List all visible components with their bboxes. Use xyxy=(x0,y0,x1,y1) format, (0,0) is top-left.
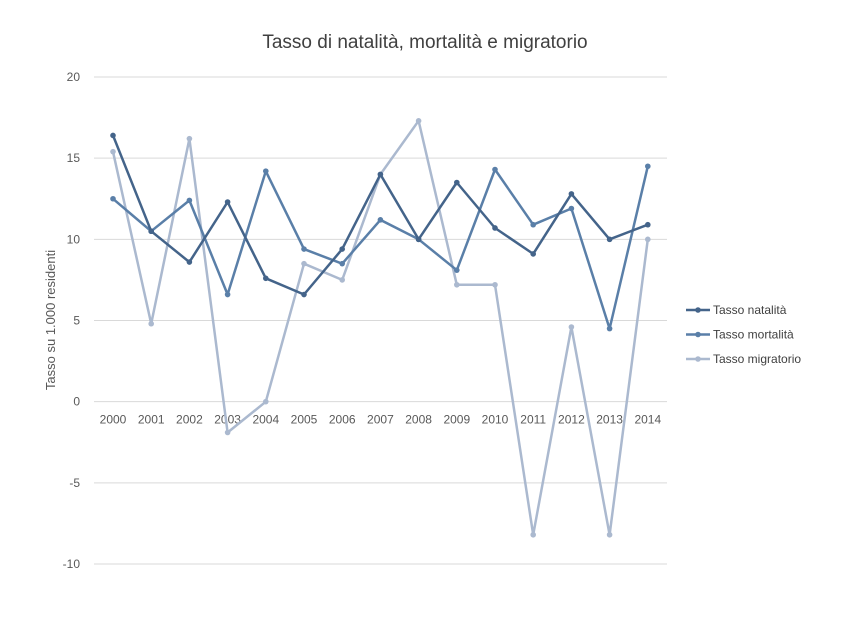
data-point xyxy=(186,135,193,142)
legend-item: Tasso mortalità xyxy=(686,328,794,342)
x-tick-label: 2012 xyxy=(558,413,585,427)
data-point xyxy=(645,236,651,243)
data-point xyxy=(492,281,498,288)
legend-marker xyxy=(695,356,701,362)
legend-marker xyxy=(695,331,701,338)
chart-title: Tasso di natalità, mortalità e migratori… xyxy=(262,32,587,53)
series xyxy=(110,132,651,298)
data-point xyxy=(110,195,116,202)
series xyxy=(110,163,651,332)
x-tick-label: 2000 xyxy=(100,413,127,427)
data-point xyxy=(606,531,613,538)
legend-marker xyxy=(695,307,701,313)
y-tick-label: -10 xyxy=(63,557,81,571)
legend-label: Tasso natalità xyxy=(713,303,787,317)
data-point xyxy=(568,205,575,212)
data-point xyxy=(148,320,154,327)
data-point xyxy=(301,291,307,298)
data-point xyxy=(186,259,193,265)
x-tick-label: 2002 xyxy=(176,413,203,427)
y-tick-label: 10 xyxy=(67,232,81,246)
x-tick-label: 2004 xyxy=(252,413,279,427)
data-point xyxy=(530,531,536,538)
series xyxy=(110,118,651,538)
y-tick-label: 0 xyxy=(73,395,80,409)
y-tick-label: 5 xyxy=(73,314,80,328)
data-point xyxy=(224,429,231,436)
x-tick-label: 2003 xyxy=(214,413,241,427)
legend-label: Tasso migratorio xyxy=(713,352,801,366)
data-point xyxy=(645,163,651,170)
legend-item: Tasso migratorio xyxy=(686,352,801,366)
x-tick-label: 2005 xyxy=(291,413,318,427)
data-point xyxy=(110,148,116,155)
data-point xyxy=(186,197,193,204)
data-point xyxy=(263,168,269,174)
data-point xyxy=(454,179,460,186)
y-axis-ticks: 20 15 10 5 0 -5 -10 xyxy=(63,70,81,571)
data-point xyxy=(454,281,460,288)
x-tick-label: 2014 xyxy=(634,413,661,427)
data-point xyxy=(645,221,651,228)
x-axis-ticks: 2000 2001 2002 2003 2004 2005 2006 2007 2008 2009… xyxy=(100,413,662,427)
data-point xyxy=(224,199,231,205)
x-tick-label: 2007 xyxy=(367,413,394,427)
x-tick-label: 2013 xyxy=(596,413,623,427)
data-point xyxy=(415,118,422,124)
data-point xyxy=(339,260,346,267)
data-point xyxy=(415,236,422,243)
data-point xyxy=(530,251,536,257)
legend-item: Tasso natalità xyxy=(686,303,787,317)
data-point xyxy=(301,260,307,267)
data-point xyxy=(263,398,269,405)
legend-label: Tasso mortalità xyxy=(713,328,794,342)
x-tick-label: 2010 xyxy=(482,413,509,427)
data-point xyxy=(606,236,613,243)
series-line xyxy=(111,119,650,537)
x-tick-label: 2009 xyxy=(443,413,470,427)
y-axis-label: Tasso su 1.000 residenti xyxy=(43,250,58,390)
data-point xyxy=(454,267,460,273)
data-point xyxy=(492,225,498,231)
data-point xyxy=(110,132,116,139)
data-point xyxy=(568,324,575,330)
data-point xyxy=(606,325,613,332)
series-lines xyxy=(110,118,651,538)
data-point xyxy=(530,221,536,228)
data-point xyxy=(339,277,346,283)
data-point xyxy=(339,246,346,252)
x-tick-label: 2008 xyxy=(405,413,432,427)
data-point xyxy=(492,166,498,173)
gridlines xyxy=(94,76,667,565)
data-point xyxy=(301,246,307,252)
data-point xyxy=(148,228,154,235)
x-tick-label: 2011 xyxy=(520,413,546,427)
series-line xyxy=(112,166,650,330)
data-point xyxy=(263,275,269,282)
y-tick-label: 15 xyxy=(67,151,81,165)
legend: Tasso natalità Tasso mortalità Tasso migra… xyxy=(686,303,801,366)
y-tick-label: -5 xyxy=(69,476,80,490)
y-tick-label: 20 xyxy=(67,70,81,84)
data-point xyxy=(377,217,384,223)
data-point xyxy=(224,291,231,298)
x-tick-label: 2001 xyxy=(138,413,165,427)
x-tick-label: 2006 xyxy=(329,413,356,427)
data-point xyxy=(568,191,575,197)
data-point xyxy=(377,171,384,178)
